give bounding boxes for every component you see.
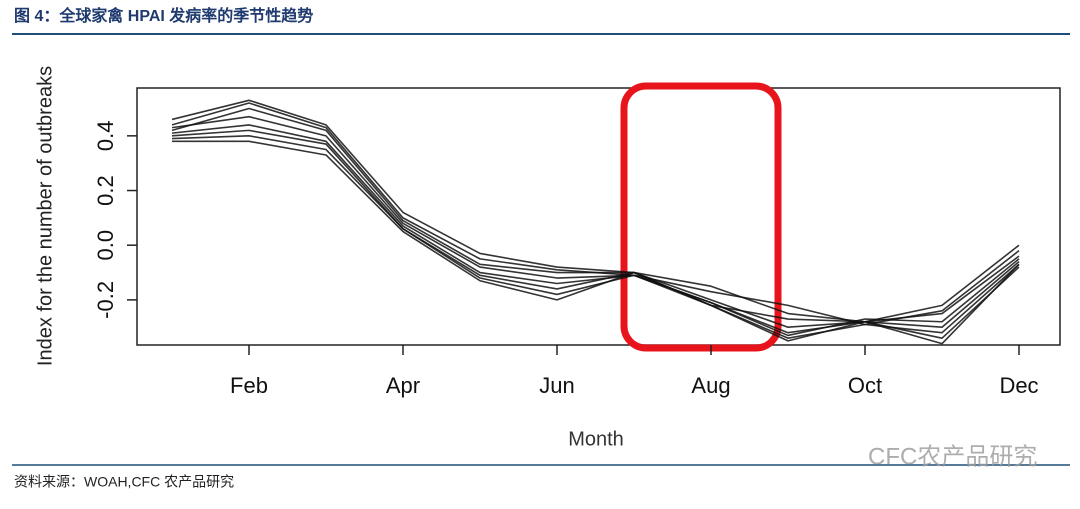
highlight-box [620,82,782,352]
x-tick-label: Dec [999,373,1038,398]
x-tick-label: Feb [230,373,268,398]
source-note: 资料来源：WOAH,CFC 农产品研究 [14,474,234,490]
x-tick-label: Aug [691,373,730,398]
series-line [171,107,1020,329]
series-line [171,129,1020,339]
y-tick-label: 0.2 [93,175,118,206]
x-tick-label: Apr [386,373,420,398]
watermark: CFC农产品研究 [868,443,1037,470]
x-axis-title: Month [568,428,624,450]
figure-title: 图 4：全球家禽 HPAI 发病率的季节性趋势 [14,6,313,25]
series-line [172,140,1020,345]
series-line [171,99,1020,323]
series-line [171,115,1020,337]
plot-box [136,87,1061,346]
y-tick-label: -0.2 [93,281,118,319]
series-line [171,135,1020,339]
y-tick-label: 0.4 [93,121,118,152]
x-tick-label: Jun [539,373,574,398]
plot: -0.2 0.0 0.2 0.4 Feb Apr Jun Aug Oct Dec [93,99,1039,398]
series-line [171,124,1020,342]
y-axis-title: Index for the number of outbreaks [34,66,56,366]
x-tick-label: Oct [848,373,882,398]
y-tick-label: 0.0 [93,230,118,261]
